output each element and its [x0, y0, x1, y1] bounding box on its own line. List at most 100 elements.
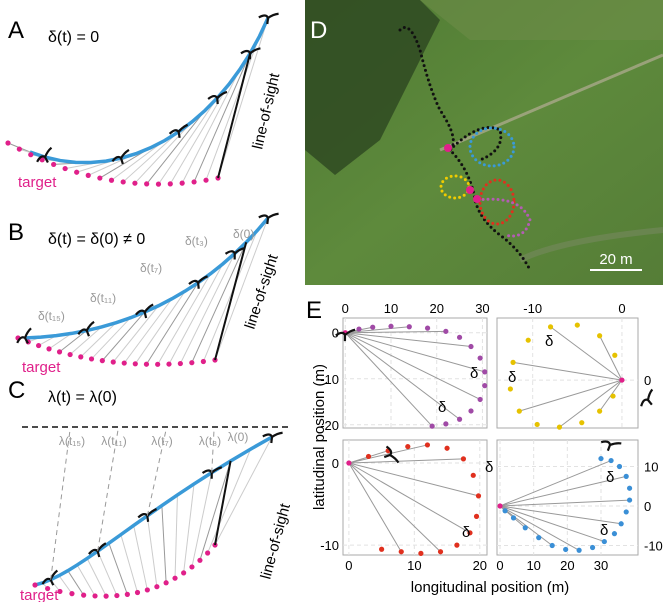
target-dot: [110, 359, 116, 365]
track-dot: [456, 334, 463, 340]
track-dot: [534, 421, 540, 428]
track-dot: [424, 442, 431, 448]
lambda-line: [50, 429, 71, 580]
lambda-line: [97, 429, 119, 552]
connector: [169, 83, 230, 185]
track-dot: [574, 322, 580, 328]
track-dot: [398, 549, 404, 555]
sight-line: [345, 330, 446, 334]
x-tick-label: 20: [560, 558, 574, 573]
track-dot: [468, 343, 474, 350]
x-tick-label: 0: [345, 558, 352, 573]
track-dot: [576, 547, 582, 553]
angle-label: δ(t₃): [185, 234, 208, 248]
sight-line: [344, 332, 460, 420]
sight-line: [345, 326, 410, 334]
target-dot: [166, 361, 172, 367]
angle-label: λ(0): [228, 430, 249, 444]
target-dot: [189, 564, 195, 570]
connector: [205, 35, 260, 181]
target-dot: [81, 592, 87, 598]
connector: [133, 525, 148, 591]
track-dot: [454, 542, 460, 548]
y-tick-label: 10: [644, 459, 658, 474]
pursuer-path: [29, 17, 270, 165]
target-dot: [56, 349, 63, 355]
connector: [202, 230, 258, 362]
track-dot: [616, 463, 623, 470]
angle-label: λ(t₁₅): [59, 434, 85, 448]
track-dot: [370, 324, 376, 330]
connector: [214, 436, 273, 546]
bird: [188, 275, 208, 289]
connector: [91, 317, 131, 360]
connector: [174, 494, 178, 579]
target-dot: [51, 161, 57, 168]
bird: [168, 123, 189, 139]
y-tick-label: 0: [332, 326, 339, 341]
track-dot: [579, 420, 585, 426]
sight-line: [499, 505, 580, 551]
y-tick-label: 0: [332, 456, 339, 471]
sight-line: [499, 505, 622, 525]
target-dot: [203, 177, 209, 183]
x-tick-label: 20: [473, 558, 487, 573]
target-dot: [473, 195, 481, 203]
target-dot: [144, 181, 150, 187]
track-dot: [626, 497, 633, 503]
target-dot: [88, 356, 95, 362]
track-dot: [482, 383, 488, 389]
y-tick-label: -10: [320, 372, 339, 387]
panel-label: B: [8, 219, 24, 246]
sight-line: [499, 505, 605, 543]
track-dot: [510, 359, 516, 365]
scale-label: 20 m: [599, 251, 632, 268]
track-dot: [467, 530, 473, 536]
panel-label: D: [310, 17, 327, 44]
angle-label: λ(t₁₁): [101, 434, 126, 448]
connector: [112, 305, 159, 363]
equation: λ(t) = λ(0): [48, 389, 117, 406]
target-dot: [114, 592, 120, 599]
y-tick-label: -10: [320, 538, 339, 553]
target-dot: [132, 361, 138, 367]
trail-purple: [476, 197, 532, 238]
connector: [191, 472, 213, 568]
connector: [69, 326, 102, 355]
bird: [135, 303, 154, 319]
panel-label: C: [8, 377, 25, 404]
bird: [240, 47, 261, 60]
connector: [80, 322, 117, 358]
target-dot: [99, 358, 105, 364]
target-dot: [132, 180, 138, 186]
plot-box: [342, 317, 488, 429]
delta-label: δ: [462, 524, 470, 541]
x-tick-label: 30: [594, 558, 608, 573]
target-dot: [143, 361, 150, 367]
connector: [111, 140, 166, 181]
target-dot: [205, 550, 211, 556]
track-dot: [522, 525, 528, 531]
bird: [600, 440, 622, 452]
x-tick-label: 10: [384, 301, 398, 316]
los-label: line-of-sight: [242, 251, 282, 331]
delta-label: δ: [438, 399, 446, 416]
connector: [193, 53, 251, 183]
target-dot: [466, 186, 474, 194]
connector: [59, 330, 88, 353]
connector: [161, 505, 167, 583]
sight-line: [348, 462, 479, 497]
connector: [146, 110, 206, 185]
sight-line: [348, 462, 441, 553]
connector: [217, 17, 269, 179]
panel-label: A: [8, 17, 24, 44]
angle-label: δ(0): [233, 227, 254, 241]
track-dot: [406, 324, 412, 330]
track-dot: [475, 493, 482, 499]
target-dot: [163, 580, 169, 586]
y-tick-label: 0: [644, 499, 651, 514]
track-dot: [619, 377, 625, 383]
x-tick-label: -10: [523, 301, 542, 316]
y-tick-label: 0: [644, 373, 651, 388]
trail: [448, 126, 503, 162]
